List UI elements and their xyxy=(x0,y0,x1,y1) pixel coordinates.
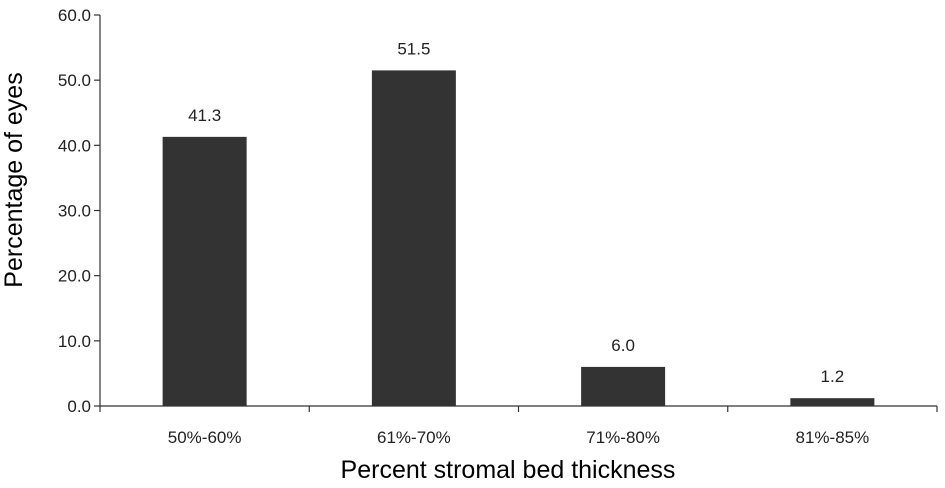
data-label: 1.2 xyxy=(821,367,845,386)
bar-71%-80% xyxy=(581,366,666,406)
y-tick-labels: 0.0 10.0 20.0 30.0 40.0 50.0 60.0 xyxy=(58,6,91,416)
data-label: 41.3 xyxy=(188,106,221,125)
bar-81%-85% xyxy=(790,398,875,406)
y-axis xyxy=(94,14,101,407)
y-tick-label: 20.0 xyxy=(58,267,91,286)
bar-50%-60% xyxy=(162,136,247,406)
y-tick-label: 10.0 xyxy=(58,332,91,351)
y-tick-label: 40.0 xyxy=(58,136,91,155)
x-axis xyxy=(99,405,938,412)
x-tick-label: 50%-60% xyxy=(168,428,242,447)
data-labels: 41.3 51.5 6.0 1.2 xyxy=(188,39,844,386)
y-tick-label: 60.0 xyxy=(58,6,91,25)
x-tick-labels: 50%-60% 61%-70% 71%-80% 81%-85% xyxy=(168,428,869,447)
y-tick-label: 30.0 xyxy=(58,202,91,221)
bar-61%-70% xyxy=(371,70,456,407)
x-tick-label: 71%-80% xyxy=(586,428,660,447)
data-label: 51.5 xyxy=(397,39,430,58)
x-tick-label: 81%-85% xyxy=(796,428,870,447)
x-tick-label: 61%-70% xyxy=(377,428,451,447)
data-label: 6.0 xyxy=(611,336,635,355)
x-axis-title: Percent stromal bed thickness xyxy=(341,456,676,484)
bars xyxy=(162,70,875,407)
y-axis-title: Percentage of eyes xyxy=(0,72,28,287)
y-tick-label: 50.0 xyxy=(58,71,91,90)
y-tick-label: 0.0 xyxy=(67,397,91,416)
